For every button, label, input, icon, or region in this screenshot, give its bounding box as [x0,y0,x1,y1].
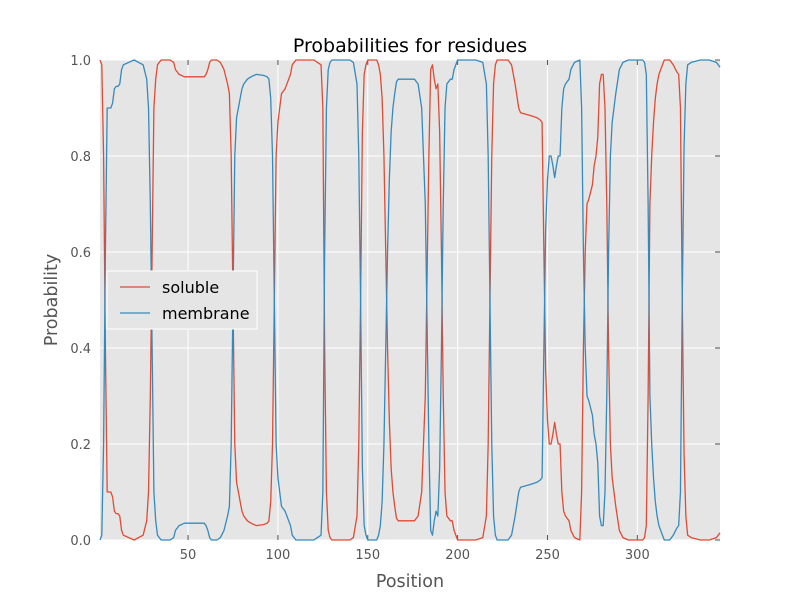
y-tick-label: 1.0 [70,54,91,69]
gridlines [100,59,720,541]
x-tick-label: 100 [265,548,290,563]
series-lines [99,59,721,541]
x-tick-label: 50 [180,548,197,563]
y-tick-label: 0.4 [70,342,91,357]
x-tick-labels: 50 100 150 200 250 300 [180,548,650,563]
series-membrane [99,59,721,541]
y-tick-label: 0.6 [70,246,91,261]
x-tick-label: 200 [445,548,470,563]
x-tick-label: 150 [355,548,380,563]
x-axis-label: Position [376,572,444,592]
legend: soluble membrane [106,270,258,330]
legend-label-soluble: soluble [162,278,219,297]
y-tick-label: 0.2 [70,438,91,453]
y-tick-label: 0.0 [70,534,91,549]
y-axis-label: Probability [42,254,62,347]
y-tick-label: 0.8 [70,150,91,165]
x-tick-label: 250 [535,548,560,563]
y-tick-labels: 0.0 0.2 0.4 0.6 0.8 1.0 [70,54,91,549]
chart-title: Probabilities for residues [293,35,527,57]
legend-box [106,270,258,330]
tick-marks [187,59,720,541]
x-tick-label: 300 [625,548,650,563]
legend-label-membrane: membrane [162,304,250,323]
